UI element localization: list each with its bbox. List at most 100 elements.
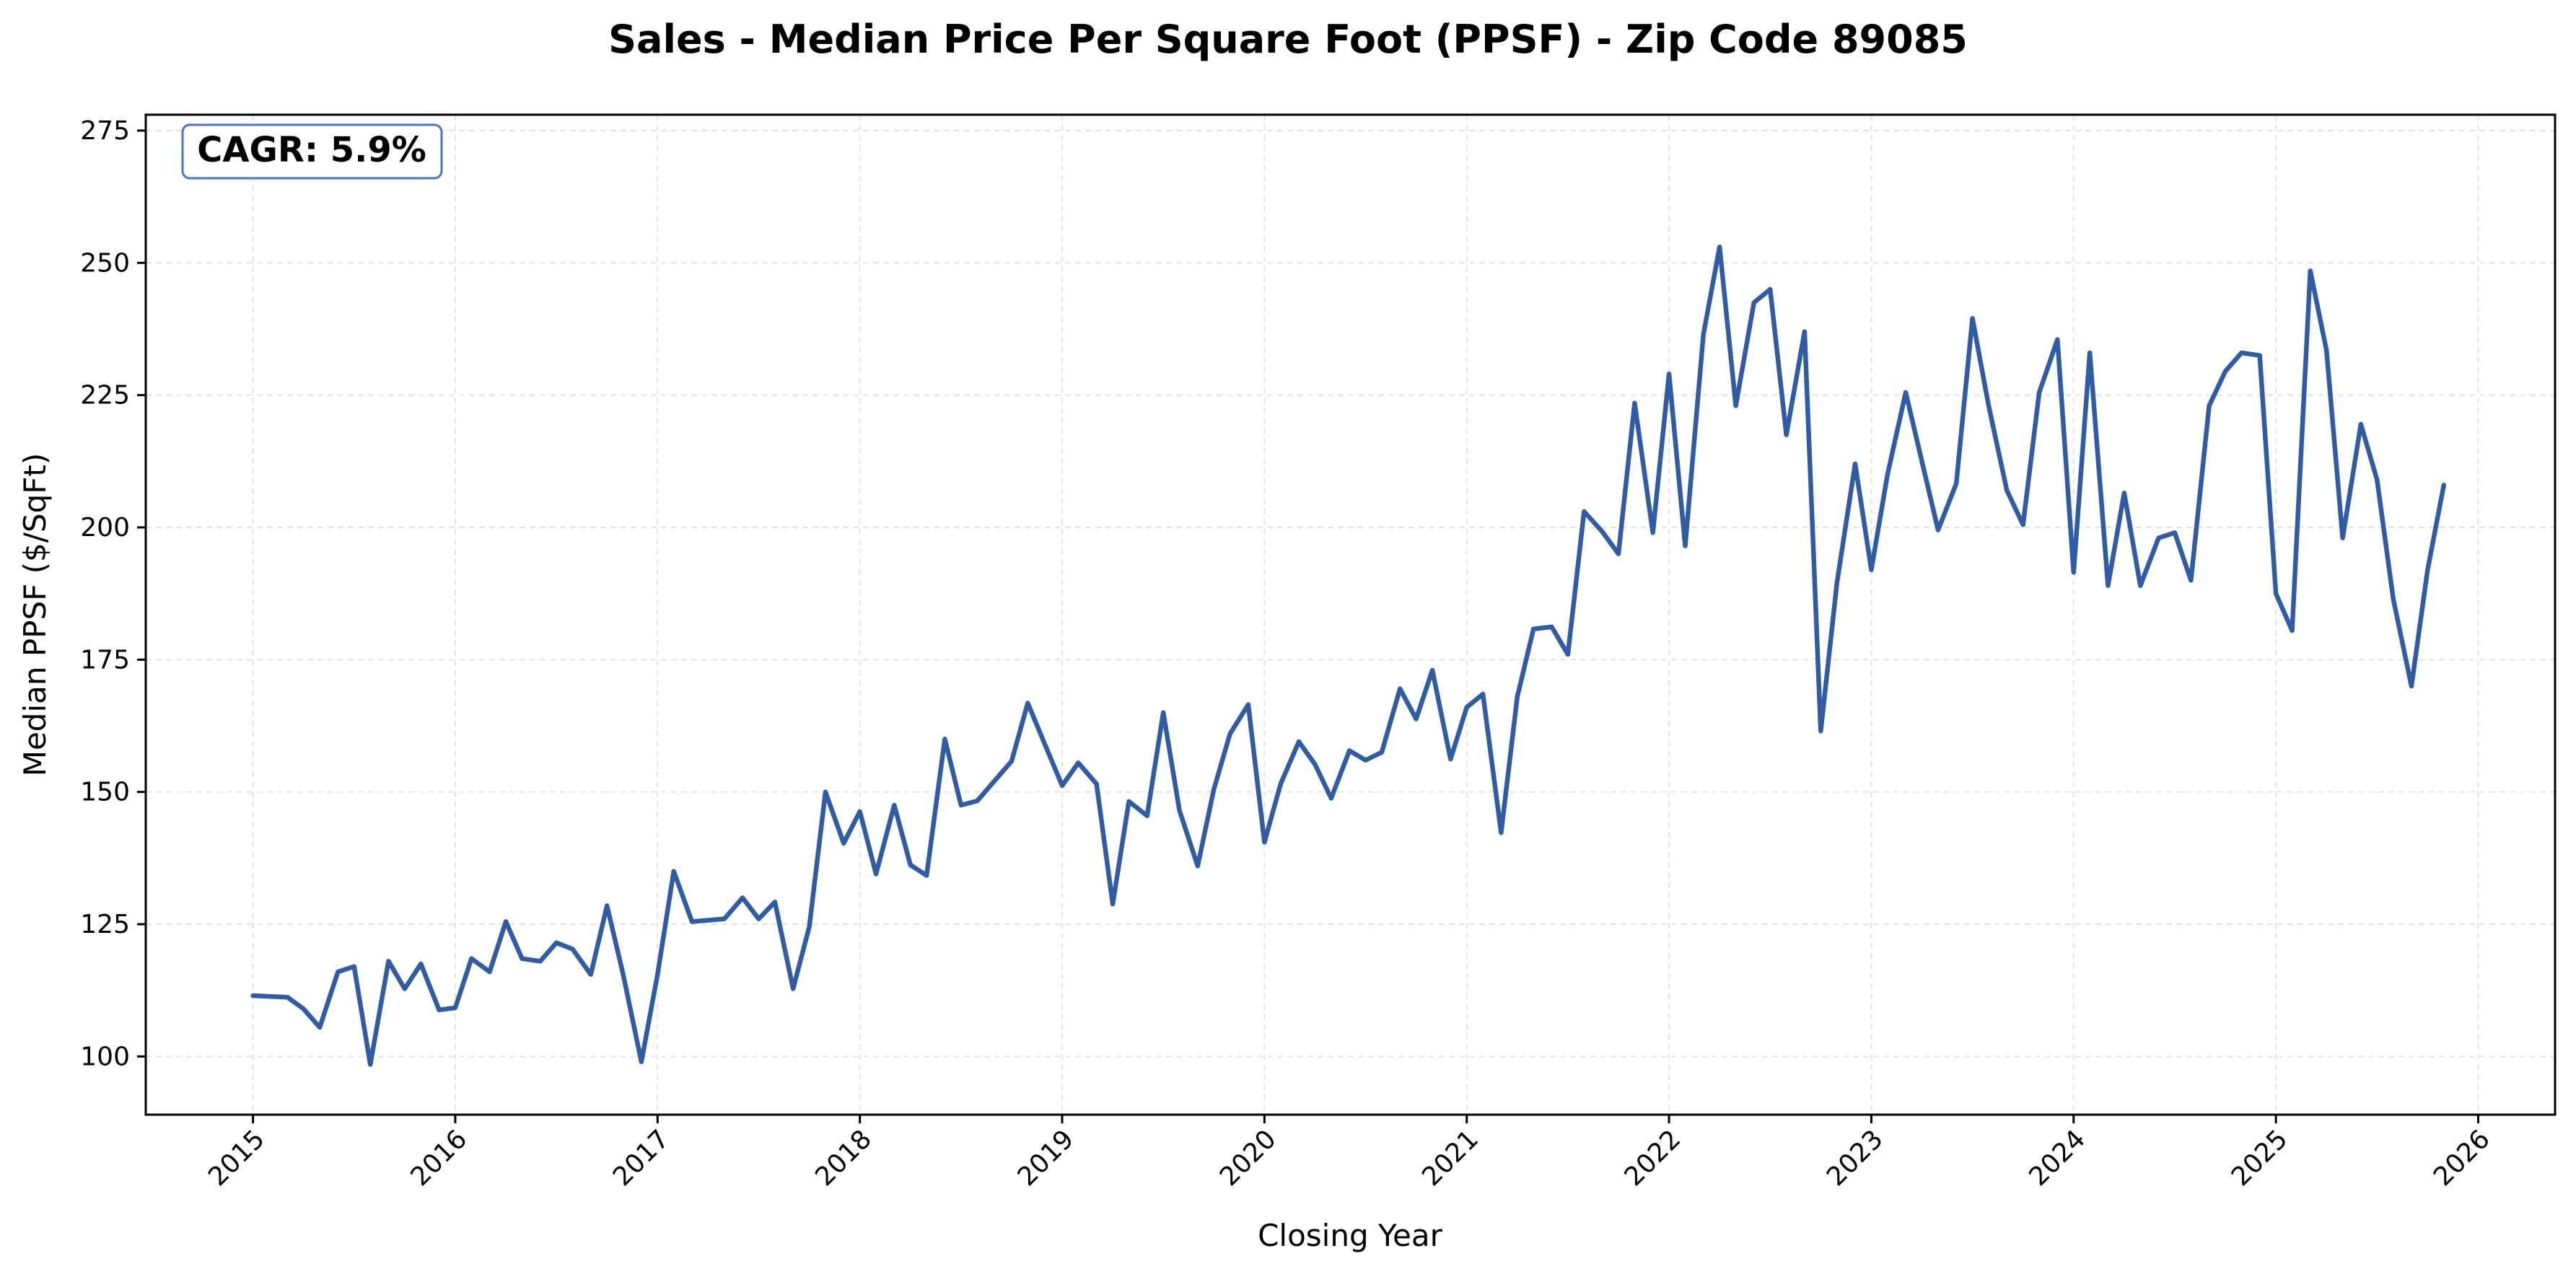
data-point (1043, 745, 1048, 749)
data-point (1329, 796, 1333, 800)
data-point (690, 919, 694, 923)
data-point (1161, 710, 1165, 714)
data-point (2391, 597, 2396, 601)
data-point (1212, 787, 1216, 791)
data-point (1110, 902, 1115, 906)
data-point (419, 962, 423, 966)
data-point (437, 1008, 441, 1012)
data-point (487, 970, 491, 974)
data-point (1903, 390, 1908, 395)
cagr-annotation: CAGR: 5.9% (181, 123, 443, 180)
grid-lines (146, 115, 2555, 1115)
data-point (1717, 245, 1722, 249)
data-point (2173, 530, 2177, 535)
data-point (1060, 784, 1064, 788)
data-point (2189, 578, 2193, 582)
data-point (538, 959, 542, 963)
data-point (2037, 390, 2041, 395)
data-point (1262, 840, 1266, 844)
data-points (250, 245, 2446, 1066)
data-point (336, 970, 340, 974)
cagr-label: CAGR: 5.9% (197, 130, 426, 170)
data-point (2308, 268, 2313, 273)
data-point (841, 841, 846, 846)
data-point (2375, 478, 2379, 482)
data-point (1363, 758, 1367, 762)
data-point (1650, 530, 1655, 535)
plot-frame (144, 113, 2557, 1116)
data-point (386, 959, 390, 963)
data-point (975, 799, 979, 803)
data-point (520, 956, 524, 960)
data-point (1885, 472, 1890, 476)
y-axis: 100 125 150 175 200 225 250 275 (80, 116, 146, 1071)
data-point (1733, 403, 1738, 408)
data-point (2257, 353, 2261, 357)
data-point (469, 956, 473, 960)
x-tick-label: 2019 (1012, 1124, 1080, 1192)
data-point (1347, 748, 1351, 752)
data-point (857, 809, 862, 814)
data-point (2442, 483, 2446, 487)
data-point (756, 916, 761, 921)
data-point (2087, 351, 2092, 355)
y-tick-label: 100 (80, 1042, 130, 1071)
data-point (317, 1025, 322, 1030)
data-point (1481, 692, 1485, 696)
data-point (2122, 491, 2126, 495)
data-point (1616, 551, 1621, 556)
data-point (504, 919, 508, 923)
data-point (773, 900, 777, 904)
data-point (1752, 300, 1756, 304)
data-point (2020, 522, 2025, 527)
data-point (1313, 762, 1317, 766)
data-point (250, 993, 255, 998)
data-point (1227, 732, 1232, 736)
data-point (722, 916, 727, 921)
data-point (924, 873, 929, 877)
x-tick-label: 2017 (608, 1124, 675, 1192)
data-point (1936, 527, 1940, 532)
data-point (1145, 813, 1149, 817)
data-point (1853, 462, 1857, 466)
y-tick-label: 150 (80, 778, 130, 807)
x-tick-label: 2018 (810, 1124, 877, 1192)
data-point (1398, 686, 1402, 690)
data-point (554, 940, 558, 944)
x-tick-label: 2025 (2226, 1124, 2294, 1192)
data-point (959, 803, 963, 807)
y-tick-label: 275 (80, 116, 130, 146)
data-point (2359, 422, 2363, 426)
data-point (368, 1062, 372, 1066)
data-point (1499, 830, 1503, 835)
data-point (1279, 781, 1283, 786)
data-point (639, 1059, 644, 1063)
data-point (1196, 864, 1200, 868)
data-point (1566, 652, 1570, 657)
x-tick-label: 2024 (2023, 1124, 2091, 1192)
data-point (1025, 701, 1030, 705)
data-point (823, 789, 828, 794)
data-point (655, 972, 660, 976)
data-point (589, 972, 593, 976)
x-tick-label: 2023 (1821, 1124, 1889, 1192)
data-point (1246, 702, 1250, 706)
data-point (791, 986, 795, 991)
data-point (2239, 351, 2243, 355)
data-point (1531, 627, 1535, 631)
data-point (1818, 729, 1823, 733)
series-line-median-ppsf (250, 245, 2447, 1067)
data-point (892, 803, 896, 807)
data-point (1768, 287, 1772, 291)
data-point (1549, 625, 1554, 629)
data-point (1094, 781, 1098, 786)
data-point (1632, 400, 1637, 405)
data-point (605, 903, 609, 908)
y-tick-label: 225 (80, 381, 130, 411)
data-point (1177, 808, 1181, 812)
x-tick-label: 2021 (1416, 1124, 1484, 1192)
data-point (2072, 570, 2076, 574)
data-point (285, 995, 289, 999)
data-point (2223, 369, 2227, 373)
